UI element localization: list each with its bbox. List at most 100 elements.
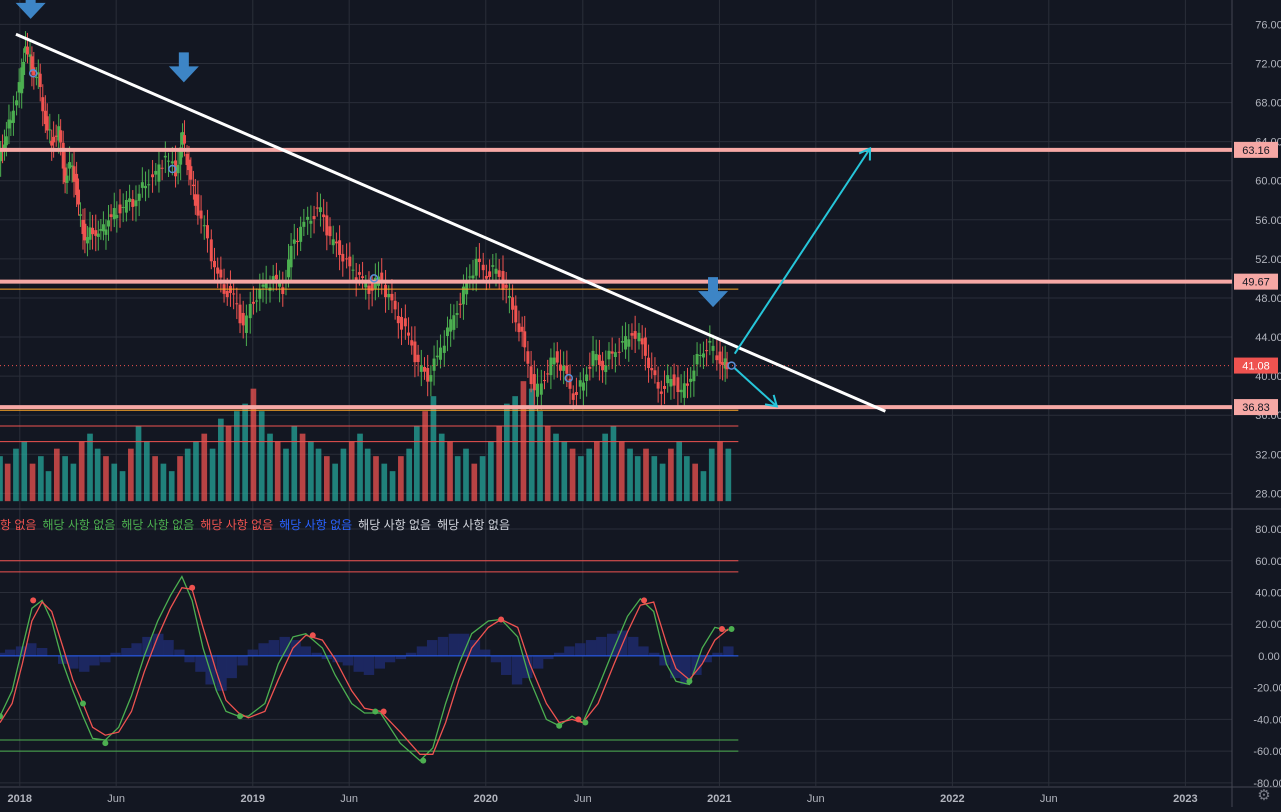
- candle-body: [562, 365, 566, 371]
- candle-body: [613, 352, 617, 358]
- candle-body: [75, 173, 79, 195]
- oscillator-tick-label: -40.00: [1253, 714, 1281, 726]
- candle-body: [507, 295, 511, 298]
- candle-body: [325, 215, 329, 236]
- trendline[interactable]: [15, 32, 886, 413]
- signal-point: [237, 713, 244, 720]
- candle-body: [181, 132, 185, 145]
- volume-bar: [283, 448, 289, 502]
- candle-body: [28, 54, 32, 57]
- candle-body: [666, 375, 670, 384]
- candle-body: [328, 226, 332, 237]
- candle-body: [432, 358, 436, 371]
- histogram-bar: [469, 640, 481, 656]
- candle-body: [101, 224, 105, 232]
- oscillator-tick-label: 20.00: [1255, 619, 1281, 631]
- volume-bar: [291, 426, 298, 502]
- candle-body: [588, 367, 592, 369]
- price-tick-label: 28.00: [1255, 488, 1281, 500]
- candle-body: [481, 264, 485, 271]
- candle-body: [354, 277, 358, 281]
- histogram-bar: [575, 643, 586, 656]
- candle-body: [30, 56, 34, 72]
- price-tick-label: 72.00: [1255, 59, 1281, 71]
- signal-point: [380, 708, 387, 715]
- histogram-bar: [89, 655, 100, 666]
- candle-body: [68, 162, 72, 169]
- histogram-bar: [585, 640, 597, 656]
- candle-body: [348, 256, 352, 267]
- candle-body: [656, 382, 660, 389]
- level-price-label: 63.16: [1242, 145, 1270, 157]
- candle-body: [429, 375, 433, 382]
- volume-bar: [618, 441, 625, 502]
- volume-bar: [38, 456, 44, 502]
- time-tick-label: 2022: [940, 793, 964, 805]
- candle-body: [663, 385, 667, 389]
- candle-body: [438, 347, 442, 360]
- candle-body: [115, 214, 119, 219]
- volume-bar: [357, 433, 363, 502]
- marker-circle: [168, 164, 177, 174]
- candle-body: [468, 276, 472, 278]
- candle-body: [442, 345, 446, 353]
- candle-body: [627, 339, 631, 347]
- candle-body: [396, 315, 400, 324]
- time-tick-label: 2023: [1173, 793, 1197, 805]
- indicator-legend-item: 항 없음: [0, 518, 37, 532]
- histogram-bar: [649, 652, 660, 656]
- candle-body: [426, 367, 430, 382]
- volume-bar: [13, 448, 19, 502]
- projection-arrow-line[interactable]: [733, 147, 871, 355]
- volume-bar: [537, 411, 543, 502]
- volume-bar: [561, 441, 568, 502]
- histogram-bar: [680, 655, 691, 685]
- histogram-bar: [638, 646, 649, 656]
- candle-body: [219, 269, 223, 278]
- candle-body: [185, 153, 189, 166]
- candle-body: [341, 253, 345, 262]
- candle-body: [474, 258, 478, 276]
- candle-body: [594, 354, 598, 361]
- time-tick-label: Jun: [807, 793, 825, 805]
- oscillator-tick-label: 40.00: [1255, 587, 1281, 599]
- volume-bar: [29, 463, 36, 502]
- candle-body: [193, 194, 197, 206]
- marker-circle: [369, 274, 379, 283]
- histogram-bar: [205, 655, 216, 685]
- time-tick-label: 2018: [8, 793, 32, 805]
- projection-arrow-line[interactable]: [734, 367, 778, 408]
- candle-body: [400, 316, 404, 330]
- candle-body: [555, 351, 559, 363]
- candle-body: [604, 365, 608, 373]
- histogram-bar: [596, 636, 607, 656]
- candle-body: [264, 281, 268, 289]
- candle-body: [571, 393, 575, 400]
- candle-body: [322, 214, 326, 218]
- candle-body: [140, 182, 144, 188]
- current-price-tag: [1234, 357, 1278, 374]
- volume-bar: [708, 448, 715, 502]
- candle-body: [292, 239, 296, 244]
- settings-button[interactable]: ⚙: [1255, 787, 1273, 805]
- histogram-bar: [659, 655, 670, 666]
- volume-bar: [398, 456, 404, 502]
- candle-body: [380, 272, 384, 284]
- histogram-bar: [195, 655, 206, 672]
- candle-body: [274, 274, 278, 280]
- candle-body: [278, 281, 282, 287]
- volume-bar: [692, 463, 698, 502]
- candle-body: [50, 140, 54, 146]
- histogram-bar: [237, 655, 248, 666]
- oscillator-tick-label: -60.00: [1253, 746, 1281, 758]
- indicator-legend: 항 없음 해당 사항 없음 해당 사항 없음 해당 사항 없음 해당 사항 없음 해당 사…: [0, 516, 516, 533]
- indicator-legend-item: 해당 사항 없음: [200, 518, 274, 532]
- candle-body: [255, 300, 259, 302]
- histogram-bar: [216, 655, 227, 691]
- candle-body: [65, 175, 69, 183]
- signal-point: [189, 584, 196, 591]
- candle-body: [196, 194, 200, 216]
- candle-body: [384, 284, 388, 298]
